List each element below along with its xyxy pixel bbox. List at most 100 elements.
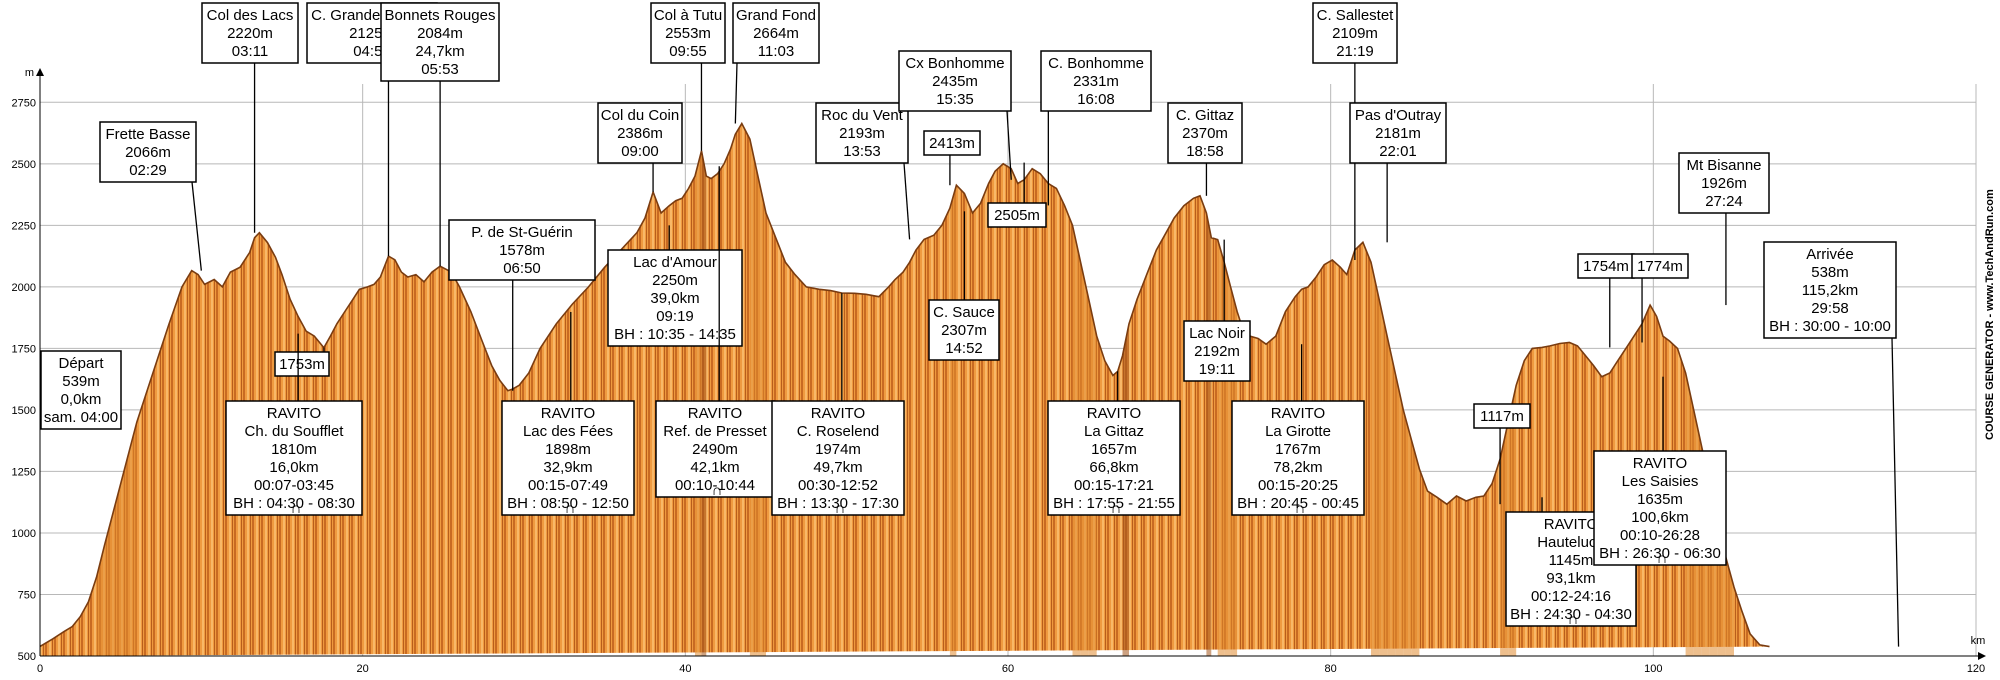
y-axis-arrow xyxy=(36,68,44,76)
ravito-label-line: 1974m xyxy=(815,441,861,458)
ravito-label-line: BH : 17:55 - 21:55 xyxy=(1053,495,1175,512)
y-tick-label: 2750 xyxy=(12,97,36,109)
y-tick-label: 2250 xyxy=(12,220,36,232)
ravito-label-line: 00:10-26:28 xyxy=(1620,527,1700,544)
y-tick-label: 1750 xyxy=(12,343,36,355)
y-tick-label: 2000 xyxy=(12,282,36,294)
ravito-label-line: RAVITO xyxy=(1633,455,1687,472)
marker-label-line: 1117m xyxy=(1480,408,1524,425)
x-tick-label: 80 xyxy=(1325,663,1337,675)
marker-label-line: 2664m xyxy=(753,25,799,42)
ravito-label-line: 100,6km xyxy=(1631,509,1689,526)
x-tick-label: 0 xyxy=(37,663,43,675)
ravito-label-line: 2490m xyxy=(692,441,738,458)
marker-label-line: Lac Noir xyxy=(1189,325,1245,342)
ravito-label-line: 1898m xyxy=(545,441,591,458)
marker-label-line: Cx Bonhomme xyxy=(905,55,1004,72)
marker-label-line: 2331m xyxy=(1073,73,1119,90)
ravito-label-line: 00:15-07:49 xyxy=(528,477,608,494)
marker-label-line: Col des Lacs xyxy=(207,7,294,24)
x-tick-label: 40 xyxy=(679,663,691,675)
profile-fill xyxy=(40,123,1770,656)
marker-label-line: 538m xyxy=(1811,264,1849,281)
ravito-label-line: 78,2km xyxy=(1273,459,1322,476)
slope-segment xyxy=(104,483,121,656)
marker-label: 1117m xyxy=(1473,403,1531,429)
ravito-label-line: 1635m xyxy=(1637,491,1683,508)
marker-label-line: 2109m xyxy=(1332,25,1378,42)
marker-label-line: 2250m xyxy=(652,272,698,289)
ravito-label-line: BH : 20:45 - 00:45 xyxy=(1237,495,1359,512)
marker-label-line: 2553m xyxy=(665,25,711,42)
marker-label-line: 09:55 xyxy=(669,43,707,60)
ravito-label-frame xyxy=(771,400,905,516)
ravito-label-line: RAVITO xyxy=(811,405,865,422)
ravito-label-frame xyxy=(1593,450,1727,566)
marker-label-line: 15:35 xyxy=(936,91,974,108)
marker-label-line: 02:29 xyxy=(129,162,167,179)
start-label-line: 539m xyxy=(62,373,100,390)
start-label-line: Départ xyxy=(58,355,104,372)
marker-label-line: 03:11 xyxy=(232,43,268,60)
ravito-label-line: 42,1km xyxy=(690,459,739,476)
x-axis-arrow xyxy=(1978,652,1986,660)
x-tick-label: 100 xyxy=(1644,663,1662,675)
marker-label-line: 24,7km xyxy=(415,43,464,60)
ravito-label-line: BH : 04:30 - 08:30 xyxy=(233,495,355,512)
marker-label-frame xyxy=(448,219,596,281)
marker-label-frame xyxy=(898,50,1012,112)
marker-label-line: C. Gittaz xyxy=(1176,107,1234,124)
marker-label-frame xyxy=(1312,2,1398,64)
marker-label-line: 05:53 xyxy=(421,61,459,78)
marker-label-line: 2505m xyxy=(994,207,1040,224)
marker-label-frame xyxy=(1678,152,1770,214)
y-tick-label: 1250 xyxy=(12,466,36,478)
marker-leader xyxy=(1006,110,1012,180)
ravito-label-line: 1657m xyxy=(1091,441,1137,458)
marker-label-line: 2307m xyxy=(941,322,987,339)
y-tick-label: 750 xyxy=(18,589,36,601)
ravito-label-line: Les Saisies xyxy=(1622,473,1699,490)
marker-label-frame xyxy=(1040,50,1152,112)
ravito-label-frame xyxy=(655,400,775,498)
ravito-label-line: RAVITO xyxy=(1544,516,1598,533)
marker-leader xyxy=(903,162,911,240)
slope-segment xyxy=(1395,373,1404,656)
slope-segment xyxy=(1379,299,1388,656)
cutlery-icon: ∩ xyxy=(1568,611,1579,628)
ravito-label-line: 00:07-03:45 xyxy=(254,477,334,494)
ravito-label-line: C. Roselend xyxy=(797,423,880,440)
marker-label-line: 115,2km xyxy=(1802,282,1858,299)
marker-label-line: 22:01 xyxy=(1379,143,1417,160)
marker-label-line: 11:03 xyxy=(758,43,794,60)
ravito-label-frame xyxy=(1231,400,1365,516)
marker-label-line: 1926m xyxy=(1701,175,1747,192)
marker-label-frame xyxy=(987,202,1047,228)
x-tick-label: 20 xyxy=(357,663,369,675)
marker-label-line: 06:50 xyxy=(503,260,541,277)
marker-label-line: 14:52 xyxy=(945,340,983,357)
marker-label-frame xyxy=(732,2,820,64)
marker-label-line: C. Sallestet xyxy=(1317,7,1395,24)
start-label-frame xyxy=(40,350,122,430)
ravito-label-line: 1767m xyxy=(1275,441,1321,458)
slope-segment xyxy=(1217,239,1225,656)
marker-label-line: C. Sauce xyxy=(933,304,995,321)
marker-leader xyxy=(734,62,738,124)
marker-label-line: 09:00 xyxy=(621,143,659,160)
ravito-label-line: 00:12-24:16 xyxy=(1531,588,1611,605)
ravito-label-line: BH : 08:50 - 12:50 xyxy=(507,495,629,512)
y-tick-label: 1000 xyxy=(12,528,36,540)
marker-label-line: 2066m xyxy=(125,144,171,161)
